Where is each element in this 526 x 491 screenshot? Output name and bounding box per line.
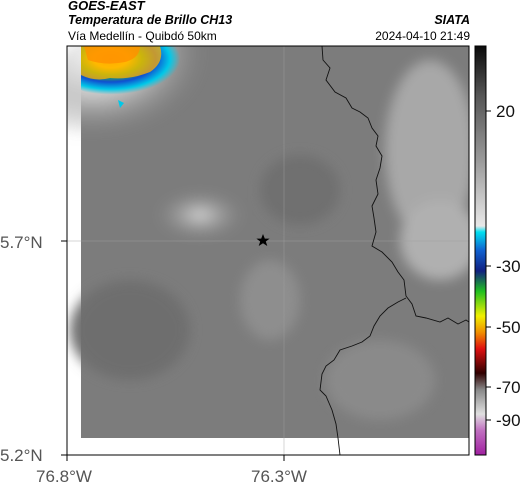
colorbar — [474, 45, 491, 456]
lat-tick-label: 5.2°N — [0, 446, 43, 465]
timestamp: 2024-04-10 21:49 — [375, 29, 470, 43]
colorbar-tick-label: -50 — [496, 318, 521, 337]
gridlines — [67, 46, 469, 455]
organization-label: SIATA — [434, 13, 470, 27]
colorbar-frame — [474, 45, 487, 456]
lon-tick-label: 76.8°W — [36, 467, 92, 486]
colorbar-tick-label: 20 — [496, 102, 515, 121]
cold-cloud-fragment — [118, 100, 124, 108]
lon-ticks — [66, 455, 285, 461]
colorbar-tick-label: -30 — [496, 257, 521, 276]
brightness-temperature-field — [67, 46, 469, 455]
colorbar-gradient — [475, 46, 486, 455]
lat-ticks — [61, 240, 67, 456]
lat-tick-label: 5.7°N — [0, 233, 43, 252]
lon-tick-label: 76.3°W — [251, 467, 307, 486]
product-title: Temperatura de Brillo CH13 — [68, 13, 233, 27]
administrative-boundaries — [319, 46, 469, 455]
colorbar-tick-label: -90 — [496, 411, 521, 430]
map-frame — [66, 45, 470, 456]
colorbar-tick-label: -70 — [496, 378, 521, 397]
location-marker — [256, 234, 270, 246]
region-subtitle: Vía Medellín - Quibdó 50km — [68, 29, 217, 43]
satellite-title: GOES-EAST — [68, 0, 145, 13]
